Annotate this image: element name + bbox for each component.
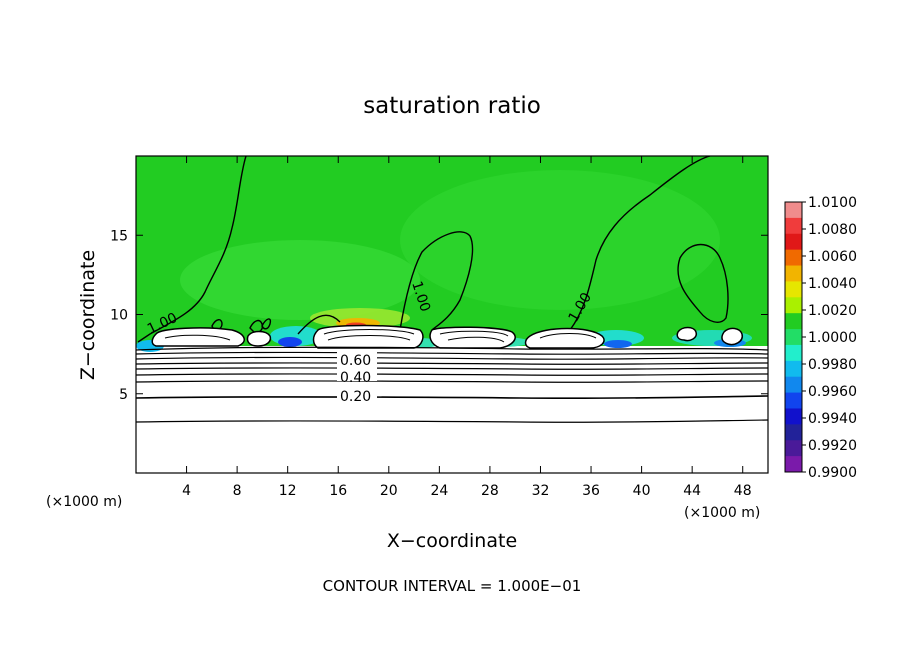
colorbar-swatch	[785, 440, 802, 457]
colorbar-swatch	[785, 344, 802, 362]
contour-interval-footer: CONTOUR INTERVAL = 1.000E−01	[323, 577, 582, 595]
y-tick-label: 15	[110, 228, 128, 244]
x-tick-label: 4	[182, 483, 191, 499]
contour-line	[323, 329, 415, 335]
colorbar-label: 0.9980	[808, 357, 857, 373]
colorbar-swatch	[785, 313, 802, 330]
x-tick-label: 44	[683, 483, 701, 499]
cloud-region	[312, 324, 424, 349]
cloud-region	[246, 330, 272, 347]
x-tick-label: 16	[329, 483, 347, 499]
field-variations	[136, 170, 752, 352]
colorbar-swatch	[785, 376, 802, 394]
unsaturated-region	[136, 346, 768, 473]
contour-label: 0.60	[340, 353, 371, 369]
x-unit-left: (×1000 m)	[46, 494, 122, 510]
x-tick-label: 28	[481, 483, 499, 499]
contour-line	[447, 336, 505, 343]
x-tick-label: 24	[430, 483, 448, 499]
cloud-region	[524, 327, 605, 349]
colorbar-swatch	[785, 265, 802, 282]
blue-patch	[604, 340, 632, 348]
contour-line	[136, 367, 768, 370]
x-unit-right: (×1000 m)	[684, 505, 760, 521]
contour-lines-upper	[137, 156, 729, 343]
colorbar-label: 1.0040	[808, 276, 857, 292]
colorbar-label: 1.0000	[808, 330, 857, 346]
label-background	[337, 351, 377, 381]
x-tick-label: 8	[233, 483, 242, 499]
x-axis-title: X−coordinate	[387, 530, 517, 552]
contour-lines-lower	[136, 346, 768, 423]
colorbar-swatch	[785, 202, 802, 219]
y-tick-label: 5	[119, 387, 128, 403]
colorbar-label: 0.9960	[808, 384, 857, 400]
contour-label-backgrounds	[337, 351, 377, 402]
contour-label: 0.40	[340, 370, 371, 386]
yellowish-patch	[310, 308, 410, 328]
colorbar-swatch	[785, 456, 802, 473]
colorbar-swatch	[785, 233, 802, 251]
colorbar-swatch	[785, 249, 802, 267]
colorbar-swatch	[785, 329, 802, 346]
contour-line	[569, 156, 711, 331]
x-tick-label: 20	[380, 483, 398, 499]
cloud-region	[721, 327, 743, 346]
upper-green-patch	[180, 240, 420, 320]
label-background	[337, 388, 377, 402]
colorbar-swatch	[785, 408, 802, 425]
contour-line	[136, 356, 768, 360]
contour-line	[261, 318, 272, 330]
y-tick-label: 10	[110, 308, 128, 324]
colorbar-label: 1.0080	[808, 222, 857, 238]
colorbar-swatch	[785, 297, 802, 314]
contour-line	[136, 373, 768, 376]
y-axis-title: Z−coordinate	[77, 250, 99, 380]
contour-line	[297, 314, 341, 335]
contour-line	[136, 380, 768, 383]
colorbar-swatch	[785, 392, 802, 409]
contour-line	[677, 243, 729, 323]
cloud-region	[676, 326, 698, 342]
contour-line	[137, 156, 247, 343]
colorbar: 1.0100 1.0080 1.0060 1.0040 1.0020 1.0000 0.99…	[784, 195, 857, 481]
colorbar-label: 0.9940	[808, 411, 857, 427]
colorbar-label: 0.9920	[808, 438, 857, 454]
colorbar-swatch	[785, 360, 802, 378]
blue-patch	[278, 337, 302, 347]
colorbar-label: 1.0060	[808, 249, 857, 265]
contour-line	[164, 334, 231, 341]
x-tick-label: 12	[279, 483, 297, 499]
x-tick-label: 40	[633, 483, 651, 499]
contour-line	[136, 362, 768, 365]
contour-line	[439, 330, 509, 337]
x-tick-label: 32	[532, 483, 550, 499]
chart-title: saturation ratio	[363, 93, 541, 119]
contour-line	[327, 335, 411, 341]
colorbar-swatch	[785, 424, 802, 441]
contour-line	[136, 351, 768, 355]
colorbar-label: 1.0020	[808, 303, 857, 319]
cloud-inner-contours	[164, 329, 597, 343]
upper-green-patch	[400, 170, 720, 310]
x-tick-label: 36	[582, 483, 600, 499]
contour-label: 0.20	[340, 389, 371, 405]
contour-line	[136, 346, 768, 351]
contour-line	[399, 231, 474, 331]
colorbar-label: 0.9900	[808, 465, 857, 481]
contour-line	[539, 333, 597, 339]
x-tick-label: 48	[734, 483, 752, 499]
colorbar-swatch	[785, 217, 802, 235]
colorbar-swatch	[785, 281, 802, 298]
contour-line	[136, 419, 768, 423]
contour-line	[136, 395, 768, 400]
colorbar-label: 1.0100	[808, 195, 857, 211]
cloud-region	[151, 327, 245, 347]
